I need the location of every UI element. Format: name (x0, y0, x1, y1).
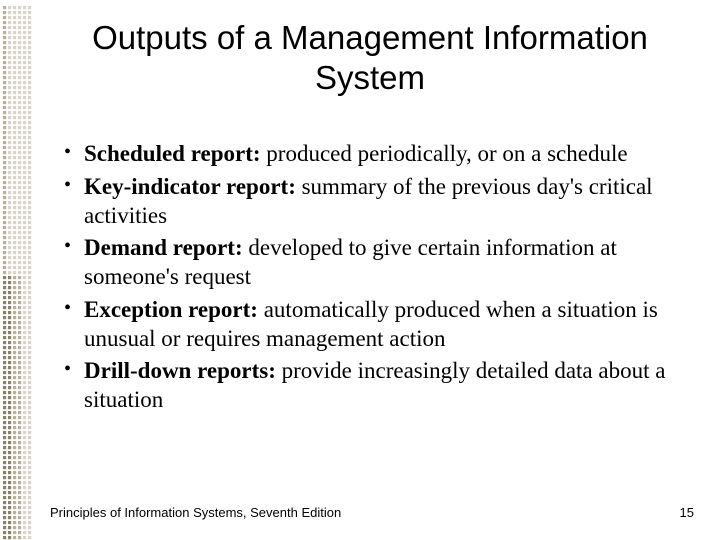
bullet-desc: produced periodically, or on a schedule (261, 141, 628, 166)
bullet-term: Demand report: (84, 235, 243, 260)
bullet-term: Key-indicator report: (84, 174, 296, 199)
page-number: 15 (680, 505, 694, 520)
bullet-term: Drill-down reports: (84, 358, 276, 383)
list-item: Exception report: automatically produced… (60, 296, 680, 354)
bullet-term: Exception report: (84, 297, 258, 322)
list-item: Demand report: developed to give certain… (60, 234, 680, 292)
bullet-term: Scheduled report: (84, 141, 261, 166)
slide-title: Outputs of a Management Information Syst… (50, 18, 690, 97)
list-item: Key-indicator report: summary of the pre… (60, 173, 680, 231)
slide: Outputs of a Management Information Syst… (0, 0, 720, 540)
list-item: Drill-down reports: provide increasingly… (60, 357, 680, 415)
bullet-list: Scheduled report: produced periodically,… (60, 140, 680, 415)
footer-source: Principles of Information Systems, Seven… (50, 505, 341, 520)
slide-body: Scheduled report: produced periodically,… (60, 140, 680, 419)
list-item: Scheduled report: produced periodically,… (60, 140, 680, 169)
left-decoration (0, 0, 34, 540)
